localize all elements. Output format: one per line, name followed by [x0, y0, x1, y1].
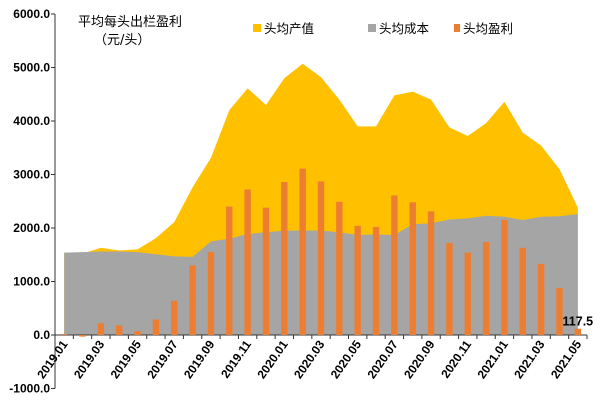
- y-tick-label: 4000.0: [13, 114, 50, 128]
- legend: 头均产值 头均成本 头均盈利: [253, 21, 513, 36]
- chart-subtitle: （元/头）: [94, 33, 150, 48]
- legend-swatch-cost: [368, 24, 376, 32]
- profit-bar-2020.06: [372, 226, 380, 335]
- profit-bar-2021.04: [556, 287, 563, 335]
- profit-bars: [60, 168, 582, 337]
- x-tick-label: 2020.09: [401, 337, 438, 381]
- profit-bar-2020.07: [391, 195, 398, 335]
- y-tick-label: -1000.0: [9, 382, 50, 396]
- profit-bar-2020.01: [281, 181, 288, 335]
- profit-bar-2020.12: [482, 241, 490, 335]
- x-tick-label: 2019.05: [108, 337, 145, 381]
- profit-bar-2019.12: [262, 207, 270, 335]
- x-tick-label: 2021.05: [548, 337, 585, 381]
- profit-bar-2020.08: [409, 202, 416, 335]
- legend-item-value: 头均产值: [253, 21, 314, 36]
- x-tick-label: 2019.03: [71, 337, 108, 381]
- y-tick-label: 0.0: [33, 328, 50, 342]
- y-tick-label: 1000.0: [13, 275, 50, 289]
- legend-item-cost: 头均成本: [368, 21, 430, 36]
- profit-bar-2021.02: [519, 247, 526, 335]
- legend-label-value: 头均产值: [264, 21, 314, 36]
- profit-bar-2020.10: [446, 242, 453, 335]
- x-tick-label: 2019.01: [34, 337, 71, 381]
- profit-bar-2019.11: [244, 189, 251, 335]
- profit-bar-2019.02: [79, 335, 86, 337]
- profit-bar-2020.03: [317, 181, 325, 335]
- y-tick-label: 3000.0: [13, 168, 50, 182]
- x-tick-label: 2019.09: [181, 337, 218, 381]
- profit-bar-2021.05: [574, 328, 582, 335]
- x-tick-label: 2021.01: [475, 337, 512, 381]
- chart-title: 平均每头出栏盈利: [78, 14, 182, 30]
- profit-bar-2019.06: [152, 319, 160, 335]
- profit-bar-2020.04: [336, 201, 343, 335]
- profit-bar-2019.08: [189, 265, 196, 335]
- profit-bar-2020.05: [354, 225, 361, 335]
- x-tick-label: 2019.07: [144, 337, 181, 381]
- x-tick-label: 2020.03: [291, 337, 328, 381]
- profit-bar-2020.02: [299, 168, 306, 335]
- legend-swatch-profit: [454, 24, 460, 32]
- legend-swatch-value: [253, 24, 261, 32]
- y-tick-label: 2000.0: [13, 221, 50, 235]
- data-label: 117.5: [563, 315, 594, 329]
- legend-label-cost: 头均成本: [379, 21, 430, 36]
- x-tick-label: 2020.01: [254, 337, 291, 381]
- x-tick-label: 2020.07: [364, 337, 401, 381]
- legend-label-profit: 头均盈利: [463, 21, 513, 36]
- profit-bar-2019.05: [134, 331, 141, 335]
- x-tick-label: 2019.11: [218, 337, 254, 380]
- y-tick-label: 5000.0: [13, 61, 50, 75]
- y-tick-label: 6000.0: [13, 7, 50, 21]
- x-tick-label: 2021.03: [511, 337, 548, 381]
- legend-item-profit: 头均盈利: [454, 21, 513, 36]
- profit-bar-2019.07: [171, 300, 178, 335]
- profit-bar-2020.11: [464, 252, 471, 335]
- profit-bar-2019.03: [97, 323, 105, 335]
- profit-bar-2020.09: [427, 211, 435, 335]
- profit-bar-2019.10: [226, 206, 233, 335]
- x-tick-label: 2020.11: [438, 337, 474, 380]
- profit-bar-2019.01: [60, 333, 68, 335]
- x-tick-label: 2020.05: [328, 337, 365, 381]
- profit-bar-2019.04: [116, 325, 123, 335]
- profit-bar-2021.01: [501, 219, 508, 335]
- profit-bar-2021.03: [537, 263, 545, 335]
- profit-bar-2019.09: [207, 252, 215, 335]
